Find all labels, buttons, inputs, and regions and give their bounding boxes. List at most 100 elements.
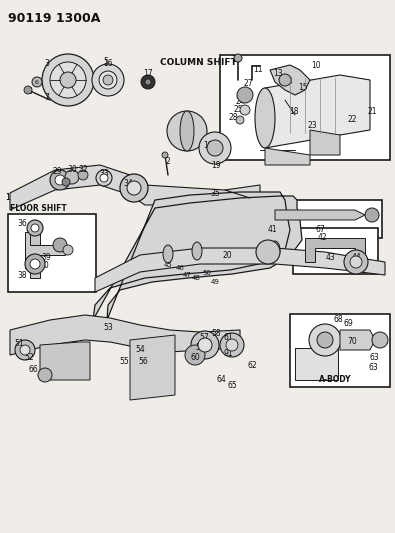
Text: COLUMN SHIFT: COLUMN SHIFT bbox=[160, 58, 237, 67]
Text: 25: 25 bbox=[233, 104, 243, 114]
Circle shape bbox=[24, 86, 32, 94]
Text: 91: 91 bbox=[223, 349, 233, 358]
Polygon shape bbox=[130, 335, 175, 400]
Text: 44: 44 bbox=[352, 254, 362, 262]
Text: 30: 30 bbox=[67, 166, 77, 174]
Text: 49: 49 bbox=[211, 279, 220, 285]
Text: 50: 50 bbox=[203, 270, 211, 276]
Circle shape bbox=[185, 345, 205, 365]
Polygon shape bbox=[305, 238, 365, 262]
Circle shape bbox=[78, 170, 88, 180]
Text: 66: 66 bbox=[28, 366, 38, 375]
Text: 40: 40 bbox=[39, 262, 49, 271]
Polygon shape bbox=[93, 192, 302, 320]
Text: 2: 2 bbox=[166, 157, 170, 166]
Text: 90119 1300A: 90119 1300A bbox=[8, 12, 100, 25]
Text: 31: 31 bbox=[60, 177, 68, 182]
Text: 48: 48 bbox=[192, 275, 200, 281]
Text: 36: 36 bbox=[17, 220, 27, 229]
Circle shape bbox=[38, 368, 52, 382]
Polygon shape bbox=[310, 130, 340, 155]
Circle shape bbox=[372, 332, 388, 348]
Circle shape bbox=[50, 62, 86, 98]
Polygon shape bbox=[340, 330, 375, 350]
Text: 53: 53 bbox=[103, 324, 113, 333]
Text: 27: 27 bbox=[243, 79, 253, 88]
Text: 10: 10 bbox=[203, 141, 213, 149]
Text: 71: 71 bbox=[379, 337, 389, 346]
Circle shape bbox=[63, 245, 73, 255]
Bar bbox=[8, 214, 96, 292]
Circle shape bbox=[199, 132, 231, 164]
Text: 33: 33 bbox=[99, 168, 109, 177]
Text: 45: 45 bbox=[164, 262, 172, 268]
Text: 15: 15 bbox=[297, 75, 307, 84]
Circle shape bbox=[226, 339, 238, 351]
Circle shape bbox=[236, 116, 244, 124]
Circle shape bbox=[99, 71, 117, 89]
Circle shape bbox=[62, 178, 70, 186]
Circle shape bbox=[15, 340, 35, 360]
Circle shape bbox=[120, 174, 148, 202]
Circle shape bbox=[30, 259, 40, 269]
Text: 60: 60 bbox=[190, 352, 200, 361]
Text: 61: 61 bbox=[223, 334, 233, 343]
Text: A-BODY: A-BODY bbox=[319, 376, 351, 384]
Circle shape bbox=[167, 111, 207, 151]
Text: 5: 5 bbox=[103, 58, 109, 67]
Text: 34: 34 bbox=[123, 179, 133, 188]
Text: 68: 68 bbox=[333, 316, 343, 325]
Text: 7: 7 bbox=[45, 93, 49, 101]
Circle shape bbox=[42, 54, 94, 106]
Text: 42: 42 bbox=[317, 232, 327, 241]
Text: 32: 32 bbox=[78, 166, 88, 174]
Ellipse shape bbox=[270, 241, 280, 259]
Circle shape bbox=[25, 254, 45, 274]
Text: 43: 43 bbox=[325, 254, 335, 262]
Text: 64: 64 bbox=[216, 376, 226, 384]
Circle shape bbox=[53, 238, 67, 252]
Text: 14: 14 bbox=[283, 77, 293, 86]
Circle shape bbox=[240, 105, 250, 115]
Circle shape bbox=[207, 140, 223, 156]
Circle shape bbox=[256, 240, 280, 264]
Text: 35: 35 bbox=[210, 189, 220, 198]
Bar bbox=[220, 55, 390, 160]
Circle shape bbox=[100, 174, 108, 182]
Ellipse shape bbox=[180, 111, 194, 151]
Circle shape bbox=[127, 181, 141, 195]
Text: 10: 10 bbox=[311, 61, 321, 69]
Text: FLOOR SHIFT: FLOOR SHIFT bbox=[10, 204, 67, 213]
Circle shape bbox=[344, 250, 368, 274]
Text: 3: 3 bbox=[45, 60, 49, 69]
Circle shape bbox=[50, 170, 70, 190]
Circle shape bbox=[350, 256, 362, 268]
Text: 11: 11 bbox=[253, 66, 263, 75]
Text: 29: 29 bbox=[52, 167, 62, 176]
Text: 56: 56 bbox=[138, 358, 148, 367]
Text: 46: 46 bbox=[175, 265, 184, 271]
Text: 1: 1 bbox=[6, 193, 10, 203]
Circle shape bbox=[145, 79, 151, 85]
Text: 52: 52 bbox=[24, 352, 34, 361]
Polygon shape bbox=[275, 210, 365, 220]
Circle shape bbox=[92, 64, 124, 96]
Ellipse shape bbox=[255, 88, 275, 148]
Circle shape bbox=[237, 87, 253, 103]
Text: 21: 21 bbox=[367, 108, 377, 117]
Polygon shape bbox=[265, 75, 370, 148]
Text: 4: 4 bbox=[71, 63, 77, 72]
Text: 17: 17 bbox=[143, 69, 153, 78]
Polygon shape bbox=[10, 165, 260, 210]
Circle shape bbox=[60, 72, 76, 88]
Polygon shape bbox=[10, 315, 240, 355]
Circle shape bbox=[234, 54, 242, 62]
Text: 20: 20 bbox=[222, 251, 232, 260]
Bar bbox=[264, 200, 382, 238]
Text: 8: 8 bbox=[28, 86, 32, 95]
Bar bbox=[290, 314, 390, 387]
Text: 70: 70 bbox=[347, 337, 357, 346]
Text: 54: 54 bbox=[135, 345, 145, 354]
Circle shape bbox=[20, 345, 30, 355]
Polygon shape bbox=[25, 232, 65, 268]
